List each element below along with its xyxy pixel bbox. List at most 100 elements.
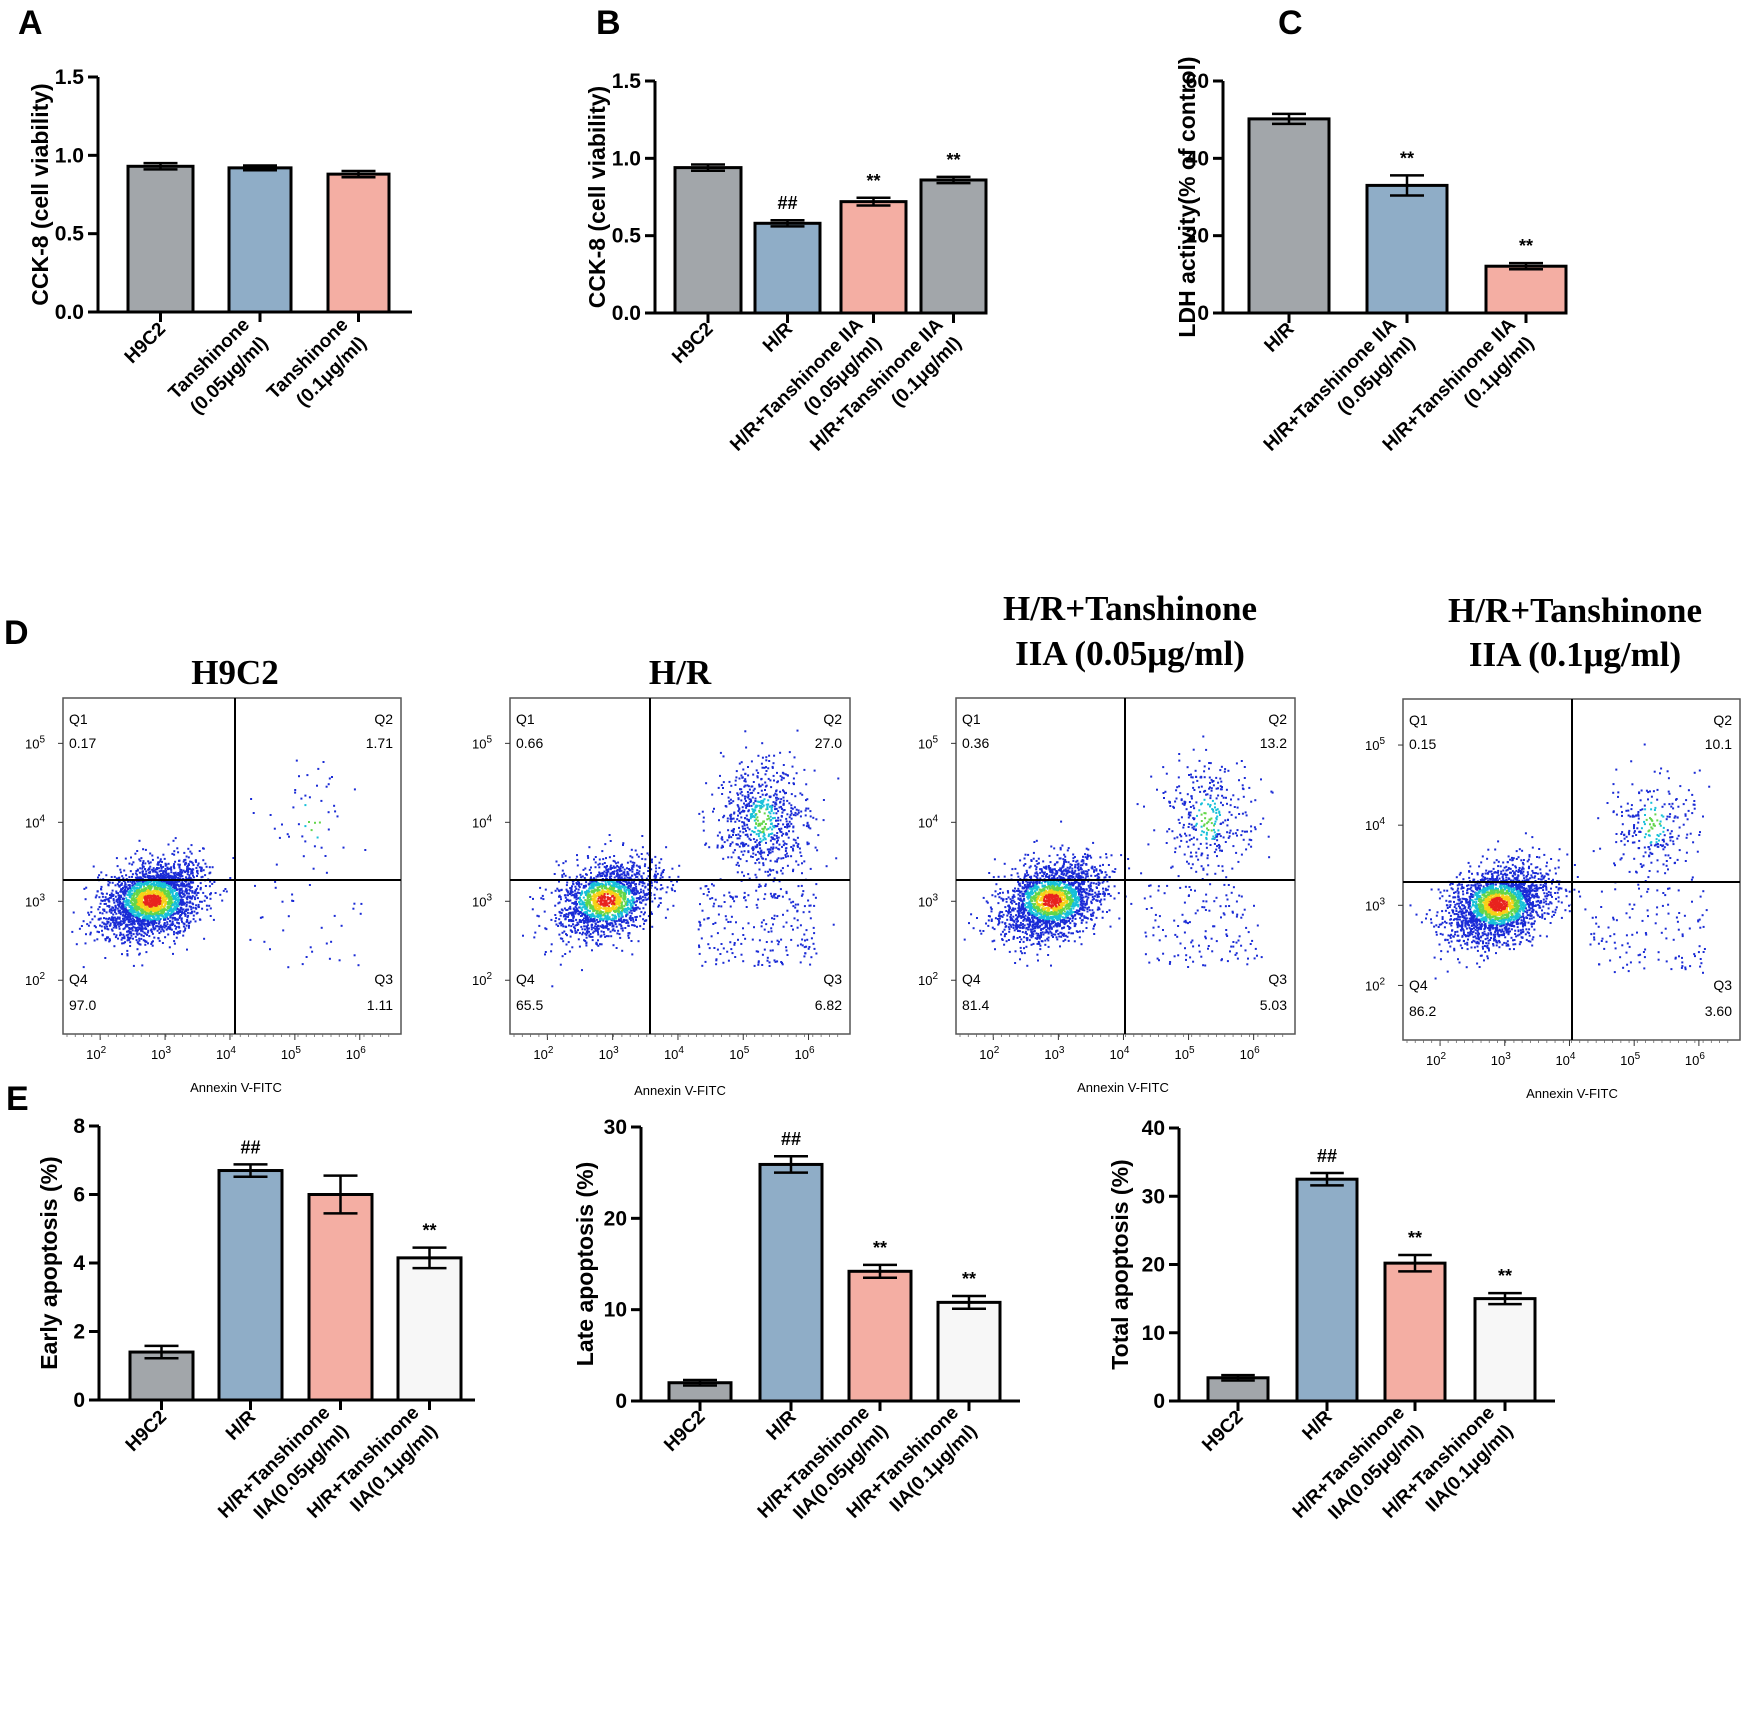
event-dot — [115, 857, 118, 860]
event-dot — [176, 847, 179, 850]
event-dot — [736, 861, 739, 864]
event-dot — [801, 793, 804, 796]
event-dot — [741, 871, 744, 874]
event-dot — [646, 898, 649, 901]
event-dot — [590, 886, 593, 889]
event-dot — [583, 905, 586, 908]
event-dot — [608, 875, 611, 878]
event-dot — [618, 904, 621, 907]
event-dot — [766, 808, 769, 810]
event-dot — [782, 777, 785, 780]
event-dot — [577, 884, 580, 887]
event-dot — [754, 800, 757, 802]
event-dot — [137, 904, 140, 906]
event-dot — [626, 909, 629, 912]
event-dot — [750, 815, 753, 818]
event-dot — [127, 912, 130, 914]
x-tick-label: 106 — [346, 1045, 366, 1062]
event-dot — [775, 793, 778, 796]
event-dot — [187, 847, 190, 850]
event-dot — [654, 864, 657, 867]
event-dot — [127, 933, 130, 936]
event-dot — [173, 883, 176, 886]
event-dot — [593, 858, 595, 861]
event-dot — [124, 881, 127, 884]
event-dot — [151, 891, 154, 894]
event-dot — [146, 892, 149, 895]
event-dot — [178, 931, 181, 934]
event-dot — [753, 787, 756, 790]
event-dot — [176, 910, 179, 913]
event-dot — [152, 926, 155, 928]
event-dot — [720, 905, 723, 908]
event-dot — [638, 881, 641, 884]
y-tick-label: 60 — [1186, 70, 1209, 93]
event-dot — [261, 916, 264, 919]
event-dot — [559, 896, 562, 898]
event-dot — [601, 903, 604, 906]
event-dot — [147, 880, 150, 883]
event-dot — [586, 932, 589, 935]
event-dot — [204, 862, 207, 865]
event-dot — [157, 905, 160, 908]
event-dot — [605, 899, 608, 902]
event-dot — [125, 886, 128, 888]
event-dot — [595, 929, 597, 932]
event-dot — [162, 916, 165, 919]
event-dot — [593, 917, 596, 920]
event-dot — [644, 911, 646, 914]
event-dot — [174, 902, 177, 905]
event-dot — [742, 827, 745, 830]
event-dot — [114, 911, 116, 914]
event-dot — [776, 860, 778, 863]
event-dot — [588, 896, 591, 898]
event-dot — [771, 850, 774, 853]
event-dot — [147, 942, 149, 945]
event-dot — [575, 894, 578, 897]
event-dot — [135, 883, 138, 886]
event-dot — [122, 906, 124, 909]
event-dot — [135, 932, 138, 935]
event-dot — [592, 895, 595, 898]
event-dot — [123, 900, 126, 903]
event-dot — [792, 928, 794, 931]
event-dot — [185, 880, 187, 883]
event-dot — [118, 916, 121, 919]
event-dot — [654, 897, 656, 900]
event-dot — [135, 891, 138, 894]
event-dot — [799, 792, 802, 795]
event-dot — [148, 888, 151, 891]
event-dot — [585, 933, 588, 936]
event-dot — [125, 908, 128, 911]
event-dot — [740, 850, 743, 853]
event-dot — [132, 920, 135, 923]
event-dot — [592, 920, 595, 923]
event-dot — [186, 911, 189, 914]
event-dot — [96, 930, 99, 933]
event-dot — [174, 905, 177, 908]
event-dot — [118, 897, 121, 900]
event-dot — [126, 890, 129, 893]
event-dot — [131, 927, 134, 930]
event-dot — [170, 871, 173, 874]
event-dot — [718, 819, 720, 822]
event-dot — [581, 875, 584, 878]
event-dot — [106, 925, 108, 928]
event-dot — [148, 935, 151, 938]
event-dot — [579, 906, 582, 909]
event-dot — [604, 843, 607, 846]
event-dot — [706, 894, 709, 897]
event-dot — [778, 940, 780, 943]
event-dot — [149, 918, 152, 921]
event-dot — [100, 899, 103, 902]
event-dot — [751, 808, 754, 811]
event-dot — [796, 813, 799, 816]
event-dot — [781, 807, 784, 810]
event-dot — [779, 790, 782, 793]
event-dot — [825, 865, 828, 868]
event-dot — [630, 912, 633, 915]
event-dot — [758, 883, 761, 886]
event-dot — [575, 931, 578, 934]
event-dot — [764, 885, 767, 887]
event-dot — [186, 896, 189, 899]
